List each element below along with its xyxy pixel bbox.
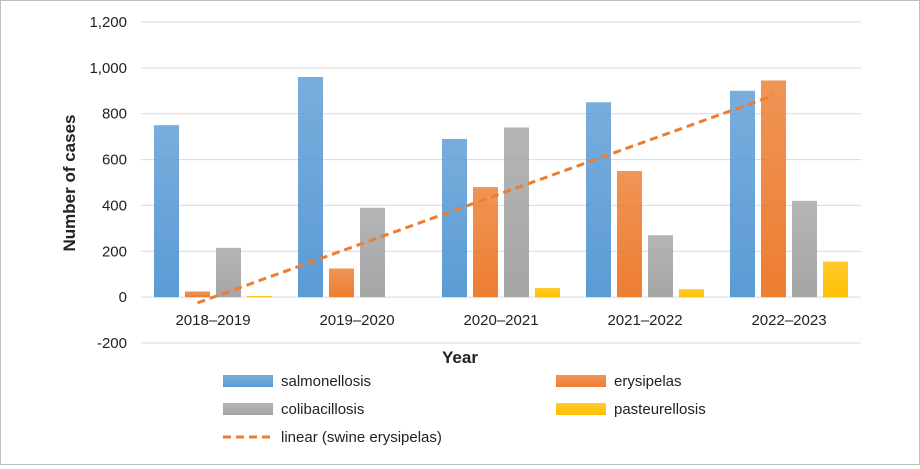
bar-pasteurellosis-4 [823, 261, 848, 298]
y-tick-label: 1,200 [89, 14, 127, 31]
y-tick-label: 0 [119, 289, 127, 306]
y-tick-label: 1,000 [89, 60, 127, 77]
x-axis-tick-labels: 2018–2019 2019–2020 2020–2021 2021–2022 2022… [175, 312, 826, 329]
legend-label-pasteurellosis: pasteurellosis [614, 401, 706, 418]
bar-pasteurellosis-0 [247, 295, 272, 298]
bar-salmonellosis-0 [154, 125, 179, 298]
legend-swatch-colibacillosis [223, 403, 273, 415]
bar-erysipelas-0 [185, 291, 210, 298]
x-tick-label: 2020–2021 [463, 312, 538, 329]
legend-label-colibacillosis: colibacillosis [281, 401, 364, 418]
bar-pasteurellosis-3 [679, 289, 704, 298]
x-tick-label: 2021–2022 [607, 312, 682, 329]
bar-colibacillosis-1 [360, 207, 385, 298]
bar-colibacillosis-2 [504, 127, 529, 298]
bar-colibacillosis-3 [648, 235, 673, 298]
y-tick-label: -200 [97, 335, 127, 352]
x-tick-label: 2019–2020 [319, 312, 394, 329]
bar-salmonellosis-4 [730, 90, 755, 298]
bar-salmonellosis-3 [586, 102, 611, 298]
bar-salmonellosis-2 [442, 138, 467, 298]
legend-label-salmonellosis: salmonellosis [281, 373, 371, 390]
trendline [196, 93, 775, 305]
legend-swatch-pasteurellosis [556, 403, 606, 415]
bar-erysipelas-1 [329, 268, 354, 298]
bar-colibacillosis-4 [792, 200, 817, 298]
x-axis-title: Year [442, 348, 478, 367]
legend: salmonellosis erysipelas colibacillosis pas… [223, 373, 706, 446]
x-tick-label: 2018–2019 [175, 312, 250, 329]
bar-pasteurellosis-2 [535, 287, 560, 298]
legend-swatch-salmonellosis [223, 375, 273, 387]
legend-label-trendline: linear (swine erysipelas) [281, 429, 442, 446]
bars [154, 77, 848, 298]
y-tick-label: 800 [102, 106, 127, 123]
y-tick-label: 200 [102, 243, 127, 260]
bar-erysipelas-4 [761, 80, 786, 298]
y-axis-tick-labels: -200 0 200 400 600 800 1,000 1,200 [89, 14, 127, 352]
y-axis-title: Number of cases [60, 115, 79, 252]
x-tick-label: 2022–2023 [751, 312, 826, 329]
trendline-erysipelas [196, 93, 775, 305]
bar-erysipelas-2 [473, 187, 498, 298]
bar-salmonellosis-1 [298, 77, 323, 298]
y-tick-label: 600 [102, 152, 127, 169]
bar-erysipelas-3 [617, 171, 642, 298]
y-tick-label: 400 [102, 197, 127, 214]
legend-swatch-erysipelas [556, 375, 606, 387]
legend-label-erysipelas: erysipelas [614, 373, 682, 390]
